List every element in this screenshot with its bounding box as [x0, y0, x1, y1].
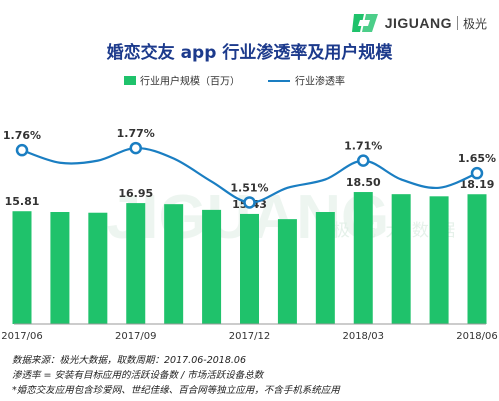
jiguang-logo-icon	[351, 14, 378, 32]
line-label-2018/06: 1.65%	[458, 152, 496, 165]
bar-label-2018/03: 18.50	[346, 176, 381, 189]
bar-2018/01	[277, 219, 297, 324]
bar-2018/06	[467, 194, 487, 324]
line-point-2017/12	[243, 196, 256, 209]
legend-bar-label: 行业用户规模（百万）	[140, 75, 240, 88]
footer-note: *婚恋交友应用包含珍爱网、世纪佳缘、百合网等独立应用，不含手机系统应用	[12, 385, 340, 396]
bar-label-2017/06: 15.81	[5, 195, 40, 208]
bar-2017/10	[164, 204, 184, 324]
bar-2017/12	[240, 213, 259, 324]
bar-2017/07	[50, 212, 70, 324]
bar-label-2018/06: 18.19	[460, 178, 495, 191]
bar-2017/11	[202, 209, 222, 324]
brand-divider	[456, 16, 458, 30]
chart-title: 婚恋交友 app 行业渗透率及用户规模	[106, 43, 393, 63]
footer-definition: 渗透率 = 安装有目标应用的活跃设备数 / 市场活跃设备总数	[12, 370, 264, 381]
line-point-2018/03	[357, 154, 370, 167]
brand-logo: JIGUANG 极光	[350, 10, 487, 36]
line-label-2017/09: 1.77%	[117, 127, 155, 140]
bar-2018/04	[391, 194, 411, 324]
bar-2017/06	[12, 211, 32, 324]
bar-2018/02	[315, 212, 335, 324]
bar-2018/05	[429, 196, 449, 324]
x-tick-2017/12: 2017/12	[229, 331, 271, 342]
x-tick-2017/06: 2017/06	[1, 331, 43, 342]
line-point-2017/09	[129, 141, 142, 155]
line-label-2017/12: 1.51%	[230, 181, 268, 194]
line-label-2017/06: 1.76%	[3, 129, 41, 142]
x-tick-2017/09: 2017/09	[115, 331, 157, 342]
brand-name: JIGUANG	[384, 15, 452, 31]
bar-2017/08	[88, 212, 108, 324]
brand-cn-name: 极光	[462, 16, 487, 31]
bar-label-2017/09: 16.95	[118, 187, 153, 200]
line-point-2018/06	[470, 166, 484, 180]
footer-source: 数据来源：极光大数据，取数周期：2017.06-2018.06	[12, 355, 246, 366]
line-point-2017/06	[15, 143, 29, 157]
footer-notes: 数据来源：极光大数据，取数周期：2017.06-2018.06 渗透率 = 安装…	[12, 353, 340, 398]
legend-line-label: 行业渗透率	[295, 75, 345, 88]
line-label-2018/03: 1.71%	[344, 140, 382, 153]
x-tick-2018/06: 2018/06	[456, 331, 498, 342]
bar-2017/09	[126, 203, 146, 324]
legend-bar-swatch	[124, 76, 136, 85]
bar-2018/03	[353, 192, 373, 324]
x-tick-2018/03: 2018/03	[342, 331, 384, 342]
